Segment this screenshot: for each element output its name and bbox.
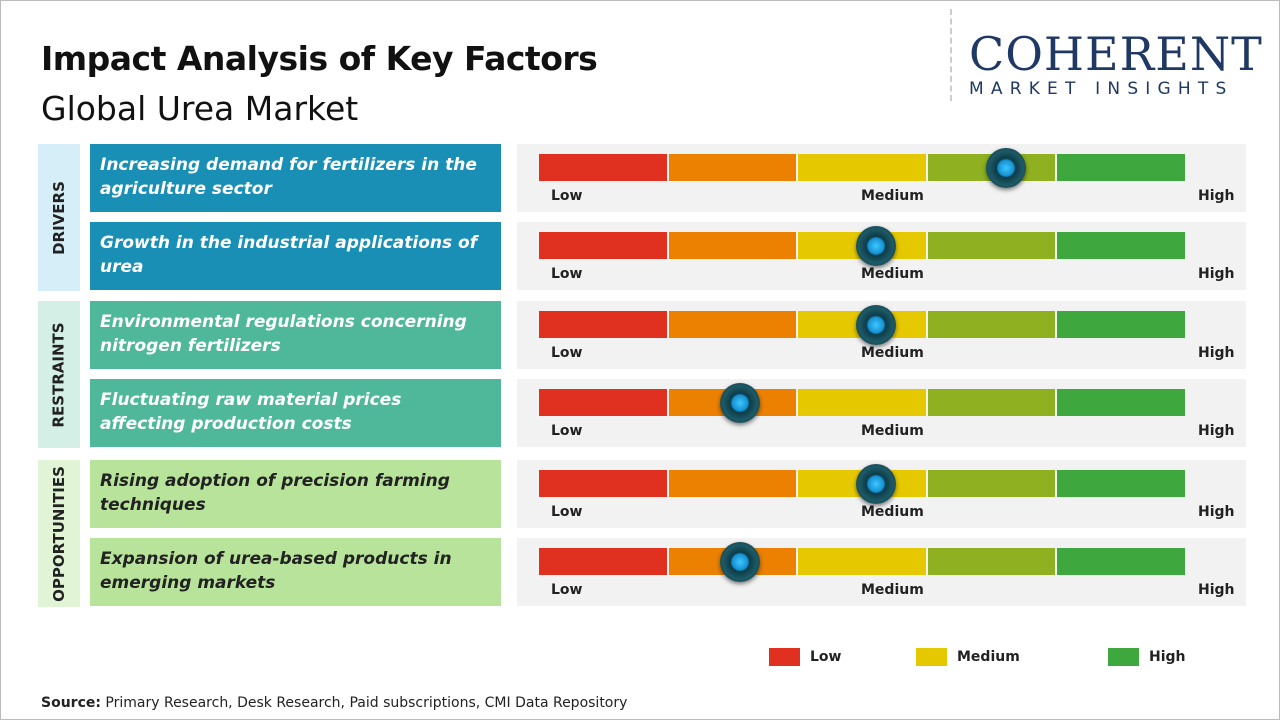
gauge-segment-4 (1057, 389, 1187, 416)
gauge-segment-4 (1057, 232, 1187, 259)
impact-gauge: Low Medium High (517, 222, 1246, 290)
impact-marker (855, 464, 896, 504)
impact-gauge: Low Medium High (517, 538, 1246, 606)
impact-marker (719, 383, 760, 423)
gauge-segment-2 (798, 389, 928, 416)
gauge-bar (539, 311, 1187, 338)
impact-marker (855, 305, 896, 345)
gauge-segment-4 (1057, 311, 1187, 338)
scale-label: Low (551, 266, 583, 282)
impact-marker (719, 542, 760, 582)
category-label: RESTRAINTS (50, 321, 69, 428)
category-label: DRIVERS (50, 180, 69, 255)
impact-gauge: Low Medium High (517, 379, 1246, 447)
gauge-segment-3 (927, 311, 1058, 338)
scale-label: High (1198, 582, 1235, 598)
page-subtitle: Global Urea Market (41, 89, 359, 128)
legend-swatch (769, 648, 800, 666)
legend-swatch (1108, 648, 1139, 666)
factor-label: Expansion of urea-based products in emer… (90, 538, 501, 606)
gauge-bar (539, 389, 1187, 416)
legend-item: High (1108, 648, 1186, 666)
scale-label: Medium (861, 345, 924, 361)
factor-label: Increasing demand for fertilizers in the… (90, 144, 501, 212)
category-restraints: RESTRAINTS (38, 301, 80, 448)
category-label: OPPORTUNITIES (50, 465, 68, 602)
gauge-segment-3 (927, 232, 1058, 259)
legend-label: Medium (957, 649, 1020, 665)
gauge-segment-3 (927, 389, 1058, 416)
gauge-segment-0 (539, 232, 669, 259)
scale-label: High (1198, 423, 1235, 439)
scale-label: High (1198, 266, 1235, 282)
gauge-segment-0 (539, 389, 669, 416)
gauge-segment-0 (539, 470, 669, 497)
scale-label: Low (551, 582, 583, 598)
scale-label: Medium (861, 504, 924, 520)
scale-label: Low (551, 188, 583, 204)
source-note: Source: Primary Research, Desk Research,… (41, 695, 627, 711)
gauge-segment-2 (798, 154, 928, 181)
logo-line2: MARKET INSIGHTS (969, 79, 1234, 99)
gauge-segment-2 (798, 548, 928, 575)
scale-label: Low (551, 504, 583, 520)
gauge-segment-4 (1057, 548, 1187, 575)
divider (950, 9, 952, 101)
impact-marker (985, 148, 1026, 188)
gauge-segment-0 (539, 311, 669, 338)
logo-line1: COHERENT (969, 27, 1263, 81)
source-label: Source: (41, 695, 101, 711)
gauge-segment-0 (539, 154, 669, 181)
gauge-segment-4 (1057, 470, 1187, 497)
scale-label: Medium (861, 188, 924, 204)
scale-label: High (1198, 188, 1235, 204)
impact-gauge: Low Medium High (517, 301, 1246, 369)
category-opportunities: OPPORTUNITIES (38, 460, 80, 607)
factor-label: Fluctuating raw material prices affectin… (90, 379, 501, 447)
legend-item: Low (769, 648, 841, 666)
gauge-segment-1 (668, 154, 799, 181)
gauge-bar (539, 470, 1187, 497)
scale-label: Medium (861, 423, 924, 439)
gauge-bar (539, 154, 1187, 181)
gauge-bar (539, 548, 1187, 575)
page-title: Impact Analysis of Key Factors (41, 39, 598, 78)
logo: COHERENT MARKET INSIGHTS (969, 31, 1264, 99)
category-drivers: DRIVERS (38, 144, 80, 291)
scale-label: Medium (861, 266, 924, 282)
legend-item: Medium (916, 648, 1020, 666)
gauge-segment-3 (927, 548, 1058, 575)
legend-swatch (916, 648, 947, 666)
impact-marker (855, 226, 896, 266)
gauge-segment-1 (668, 470, 799, 497)
impact-gauge: Low Medium High (517, 460, 1246, 528)
gauge-segment-1 (668, 232, 799, 259)
factor-label: Environmental regulations concerning nit… (90, 301, 501, 369)
legend-label: Low (810, 649, 842, 665)
scale-label: High (1198, 504, 1235, 520)
gauge-segment-4 (1057, 154, 1187, 181)
factor-label: Growth in the industrial applications of… (90, 222, 501, 290)
source-text: Primary Research, Desk Research, Paid su… (100, 695, 628, 711)
gauge-segment-3 (927, 470, 1058, 497)
scale-label: Low (551, 345, 583, 361)
legend-label: High (1149, 649, 1186, 665)
gauge-segment-1 (668, 311, 799, 338)
scale-label: Medium (861, 582, 924, 598)
scale-label: Low (551, 423, 583, 439)
gauge-segment-0 (539, 548, 669, 575)
impact-gauge: Low Medium High (517, 144, 1246, 212)
scale-label: High (1198, 345, 1235, 361)
factor-label: Rising adoption of precision farming tec… (90, 460, 501, 528)
